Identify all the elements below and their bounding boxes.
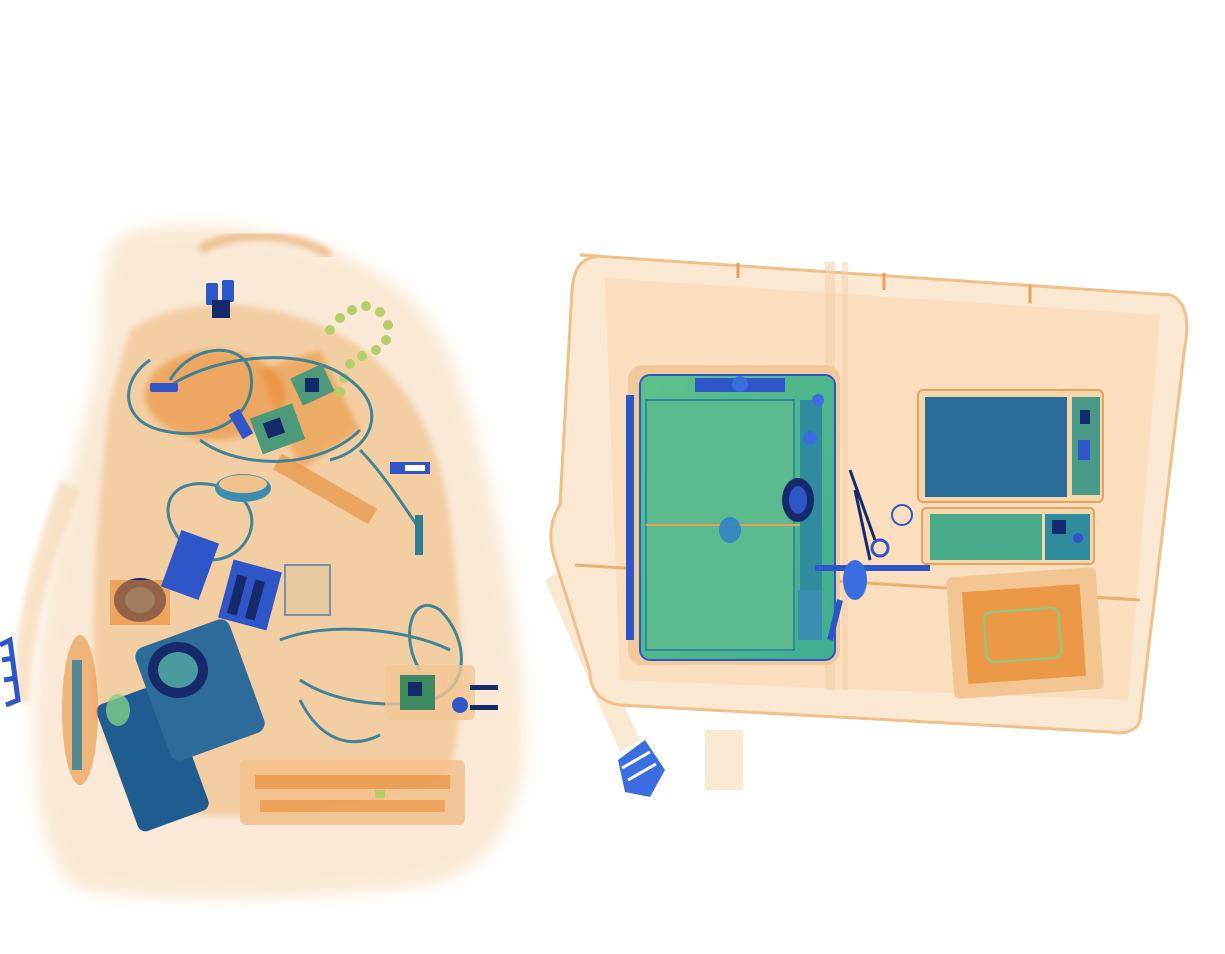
backpack-strap-left — [14, 480, 80, 705]
loose-buckle — [618, 740, 665, 797]
phone — [917, 389, 1104, 503]
keys — [782, 469, 930, 641]
tray — [549, 253, 1189, 735]
loose-strap-2 — [705, 730, 743, 790]
small-device — [921, 507, 1095, 565]
bead-necklace — [325, 301, 393, 397]
tablet — [626, 365, 840, 665]
backpack-handle — [197, 230, 333, 260]
backpack — [0, 224, 526, 900]
usb-connectors — [150, 383, 430, 555]
strap-buckle-left — [0, 636, 21, 708]
tray-tabs — [736, 263, 1032, 303]
wallet — [946, 567, 1104, 699]
backpack-flap — [260, 350, 360, 470]
power-adapter — [385, 665, 498, 720]
battery-pack — [160, 529, 331, 631]
pencil-case — [240, 760, 465, 825]
metal-clip-top — [206, 280, 234, 318]
backpack-strip — [272, 453, 378, 525]
charging-cables — [127, 348, 463, 744]
circuit-board-upper — [249, 363, 335, 455]
apple-logo — [719, 517, 741, 543]
